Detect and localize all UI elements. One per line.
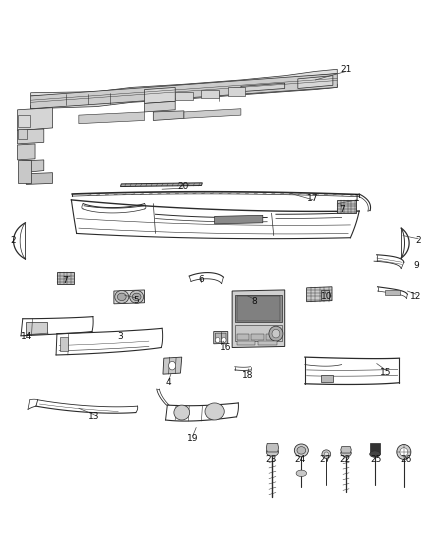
Polygon shape — [163, 357, 182, 374]
Text: 15: 15 — [380, 368, 391, 376]
Text: 3: 3 — [117, 333, 124, 341]
Text: 22: 22 — [339, 455, 351, 464]
Text: 2: 2 — [11, 237, 16, 245]
Ellipse shape — [115, 290, 129, 303]
Polygon shape — [31, 84, 337, 109]
Polygon shape — [18, 144, 35, 160]
Polygon shape — [153, 111, 184, 120]
Text: 13: 13 — [88, 413, 100, 421]
Ellipse shape — [297, 447, 306, 454]
Text: 20: 20 — [177, 182, 189, 191]
Bar — [175, 92, 193, 100]
Polygon shape — [31, 74, 337, 109]
Ellipse shape — [322, 450, 331, 458]
Text: 2: 2 — [416, 237, 421, 245]
Ellipse shape — [205, 403, 224, 420]
Polygon shape — [120, 183, 202, 187]
Polygon shape — [22, 160, 44, 173]
Bar — [237, 341, 255, 345]
Bar — [266, 334, 279, 340]
Ellipse shape — [269, 326, 283, 341]
Polygon shape — [145, 101, 175, 112]
Text: 24: 24 — [294, 455, 306, 464]
Ellipse shape — [341, 449, 351, 457]
Polygon shape — [215, 333, 226, 342]
Polygon shape — [145, 87, 175, 103]
Ellipse shape — [296, 470, 307, 477]
Text: 19: 19 — [187, 434, 198, 442]
Text: 7: 7 — [339, 205, 345, 214]
Ellipse shape — [272, 329, 280, 338]
Polygon shape — [26, 173, 53, 184]
Ellipse shape — [266, 448, 279, 456]
Polygon shape — [341, 447, 351, 453]
Bar — [237, 296, 280, 321]
Text: 27: 27 — [319, 455, 331, 464]
Text: 12: 12 — [410, 292, 422, 301]
Bar — [337, 200, 356, 213]
Polygon shape — [307, 287, 332, 302]
Bar — [258, 341, 277, 345]
Text: 25: 25 — [370, 455, 381, 464]
Polygon shape — [79, 112, 145, 124]
Polygon shape — [184, 109, 241, 118]
Text: 1: 1 — [354, 194, 360, 203]
Bar — [321, 375, 333, 382]
Polygon shape — [370, 443, 380, 454]
Ellipse shape — [294, 444, 308, 457]
Text: 10: 10 — [321, 292, 332, 301]
Text: 17: 17 — [307, 194, 319, 203]
Text: 26: 26 — [401, 455, 412, 464]
Bar — [235, 325, 282, 341]
Polygon shape — [266, 443, 279, 452]
Polygon shape — [18, 108, 53, 131]
Bar — [18, 115, 30, 127]
Bar — [26, 322, 47, 334]
Ellipse shape — [132, 293, 141, 301]
Ellipse shape — [397, 445, 411, 459]
Text: 8: 8 — [251, 297, 257, 305]
Ellipse shape — [370, 451, 380, 457]
Polygon shape — [31, 69, 337, 96]
Polygon shape — [18, 160, 31, 183]
Ellipse shape — [222, 337, 226, 343]
Polygon shape — [215, 215, 263, 224]
Polygon shape — [298, 76, 333, 88]
Bar — [57, 272, 74, 284]
Bar — [385, 290, 400, 295]
Text: 16: 16 — [220, 343, 231, 352]
Ellipse shape — [215, 337, 220, 343]
Bar — [18, 129, 27, 139]
Text: 4: 4 — [166, 378, 171, 387]
Bar — [60, 337, 68, 351]
Text: 14: 14 — [21, 333, 32, 341]
Text: 7: 7 — [62, 276, 68, 285]
Ellipse shape — [400, 448, 408, 456]
Polygon shape — [18, 129, 44, 144]
Ellipse shape — [130, 290, 144, 303]
Polygon shape — [232, 290, 285, 348]
Ellipse shape — [117, 293, 126, 301]
Polygon shape — [241, 83, 285, 92]
Bar — [251, 334, 264, 340]
Text: 5: 5 — [133, 296, 139, 304]
Ellipse shape — [174, 405, 190, 420]
Bar — [321, 290, 329, 300]
Text: 21: 21 — [340, 65, 352, 74]
Ellipse shape — [324, 452, 328, 456]
Bar — [228, 87, 245, 96]
Bar — [237, 334, 249, 340]
Polygon shape — [114, 290, 145, 304]
Text: 6: 6 — [198, 276, 205, 284]
Polygon shape — [214, 332, 228, 344]
Text: 9: 9 — [413, 261, 419, 270]
Bar — [201, 90, 219, 98]
Bar — [235, 295, 282, 322]
Text: 18: 18 — [242, 371, 253, 379]
Ellipse shape — [169, 361, 176, 370]
Text: 23: 23 — [265, 455, 276, 464]
